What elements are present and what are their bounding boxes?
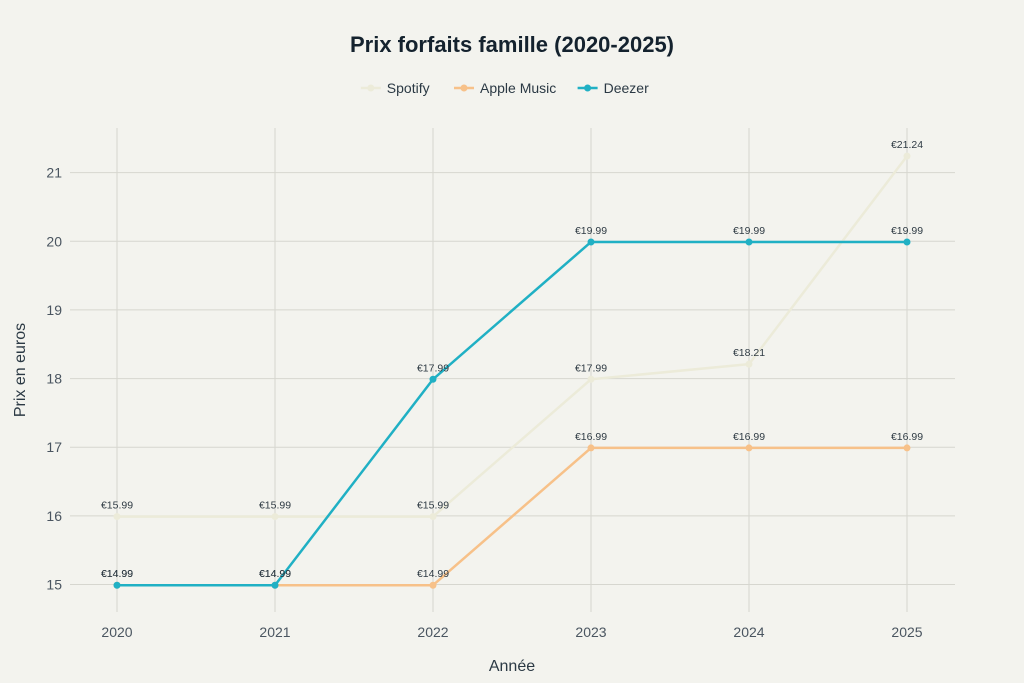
x-tick-label: 2025 [891, 624, 922, 640]
legend-item-apple-music[interactable]: Apple Music [454, 80, 556, 96]
apple-music-data-label: €14.99 [101, 568, 133, 580]
y-tick-label: 18 [46, 371, 62, 387]
y-axis-title: Prix en euros [12, 323, 29, 417]
y-tick-label: 19 [46, 302, 62, 318]
apple-music-data-label: €14.99 [259, 568, 291, 580]
deezer-point [271, 581, 279, 589]
deezer-point [587, 238, 595, 246]
apple-music-point [745, 444, 753, 452]
deezer-point [429, 375, 437, 383]
legend-label-deezer: Deezer [604, 80, 649, 96]
deezer-data-label: €19.99 [575, 225, 607, 237]
x-tick-label: 2020 [101, 624, 132, 640]
chart-title: Prix forfaits famille (2020-2025) [350, 32, 674, 57]
y-tick-label: 16 [46, 508, 62, 524]
legend-label-apple-music: Apple Music [480, 80, 556, 96]
apple-music-data-label: €16.99 [891, 431, 923, 443]
legend-marker-apple-music [460, 84, 468, 92]
x-tick-label: 2022 [417, 624, 448, 640]
x-tick-label: 2021 [259, 624, 290, 640]
x-tick-label: 2024 [733, 624, 764, 640]
deezer-data-label: €19.99 [733, 225, 765, 237]
deezer-data-label: €17.99 [417, 362, 449, 374]
legend-label-spotify: Spotify [387, 80, 430, 96]
y-tick-label: 21 [46, 165, 62, 181]
gridlines [70, 128, 955, 612]
spotify-data-label: €18.21 [733, 347, 765, 359]
spotify-point [271, 513, 279, 521]
y-tick-label: 20 [46, 233, 62, 249]
x-tick-label: 2023 [575, 624, 606, 640]
spotify-data-label: €15.99 [417, 500, 449, 512]
spotify-point [745, 360, 753, 368]
spotify-point [587, 375, 595, 383]
apple-music-point [587, 444, 595, 452]
apple-music-point [903, 444, 911, 452]
spotify-data-label: €17.99 [575, 362, 607, 374]
y-tick-label: 17 [46, 439, 62, 455]
deezer-point [745, 238, 753, 246]
spotify-data-label: €21.24 [891, 139, 923, 151]
deezer-data-label: €14.99 [101, 568, 133, 580]
x-axis-title: Année [489, 658, 535, 675]
apple-music-data-label: €14.99 [417, 568, 449, 580]
series-group [113, 152, 911, 589]
deezer-data-label: €14.99 [259, 568, 291, 580]
y-tick-label: 15 [46, 577, 62, 593]
y-axis-ticks: 15 16 17 18 19 20 21 [46, 165, 62, 593]
deezer-point [113, 581, 121, 589]
spotify-data-label: €15.99 [259, 500, 291, 512]
legend: Spotify Apple Music Deezer [360, 80, 649, 96]
spotify-point [903, 152, 911, 160]
spotify-point [429, 513, 437, 521]
deezer-line [117, 240, 907, 587]
data-labels: €15.99 €15.99 €15.99 €17.99 €18.21 €21.24 €14.… [101, 139, 923, 580]
legend-item-deezer[interactable]: Deezer [577, 80, 649, 96]
deezer-data-label: €19.99 [891, 225, 923, 237]
spotify-line [117, 155, 908, 518]
x-axis-ticks: 2020 2021 2022 2023 2024 2025 [101, 624, 922, 640]
apple-music-data-label: €16.99 [733, 431, 765, 443]
apple-music-point [429, 581, 437, 589]
legend-marker-spotify [367, 84, 375, 92]
legend-marker-deezer [584, 84, 592, 92]
legend-item-spotify[interactable]: Spotify [360, 80, 430, 96]
spotify-point [113, 513, 121, 521]
spotify-data-label: €15.99 [101, 500, 133, 512]
deezer-point [903, 238, 911, 246]
apple-music-data-label: €16.99 [575, 431, 607, 443]
